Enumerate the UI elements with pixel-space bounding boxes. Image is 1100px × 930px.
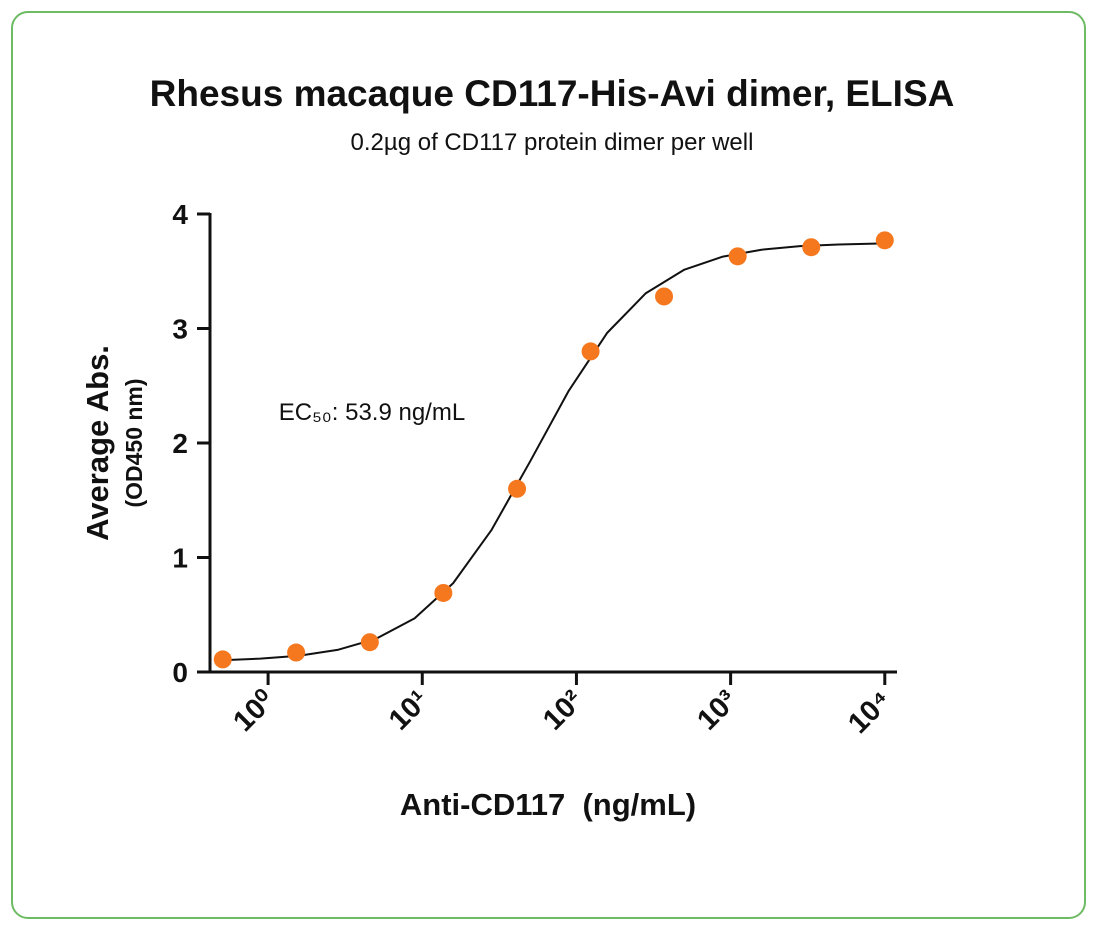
frame: [11, 11, 1086, 919]
data-point: [434, 583, 453, 602]
y-tick-label: 2: [172, 428, 188, 459]
x-axis-label: Anti-CD117 (ng/mL): [400, 787, 696, 822]
data-point: [728, 247, 747, 266]
data-point: [213, 650, 232, 669]
chart-title: Rhesus macaque CD117-His-Avi dimer, ELIS…: [150, 73, 955, 114]
y-axis-label: (OD450 nm): [121, 378, 147, 507]
annotation: EC₅₀: 53.9 ng/mL: [279, 399, 465, 426]
fit-curve: [221, 242, 885, 662]
y-tick-label: 0: [172, 657, 188, 688]
data-point: [508, 479, 527, 498]
data-point: [875, 231, 894, 250]
data-point: [802, 238, 821, 257]
y-tick-label: 3: [172, 314, 188, 345]
chart-subtitle: 0.2µg of CD117 protein dimer per well: [351, 129, 754, 156]
data-point: [287, 643, 306, 662]
data-point: [581, 342, 600, 361]
y-tick-label: 1: [172, 543, 188, 574]
data-point: [655, 287, 674, 306]
y-tick-label: 4: [172, 199, 188, 230]
data-point: [360, 633, 379, 652]
y-axis-label: Average Abs.: [80, 345, 115, 541]
